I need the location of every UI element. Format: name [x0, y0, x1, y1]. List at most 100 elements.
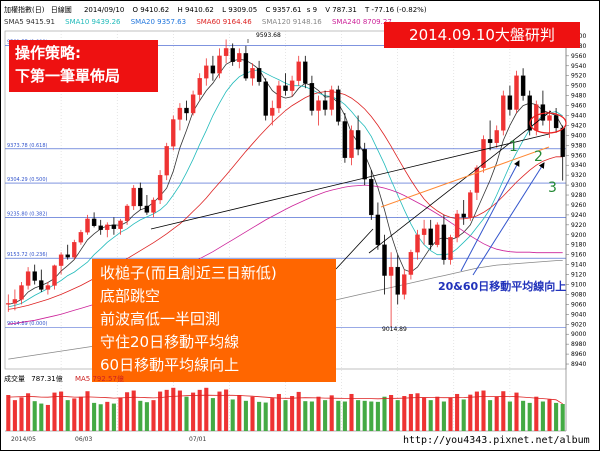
- candle-body: [58, 254, 64, 266]
- ma-legend-sma240: SMA240 8709.27: [331, 18, 392, 26]
- volume-bar: [389, 395, 394, 431]
- volume-bar: [45, 404, 50, 431]
- candle-body: [481, 139, 486, 168]
- retracement-label: 9304.29 (0.500): [7, 177, 48, 183]
- y-tick-label: 9020: [571, 321, 586, 328]
- volume-bar: [197, 389, 202, 431]
- y-tick-label: 9560: [571, 53, 586, 60]
- y-tick-label: 9000: [571, 331, 586, 338]
- header-date: 2014/09/10: [83, 6, 125, 14]
- ma-legend-sma20: SMA20 9357.63: [130, 18, 187, 26]
- header-low: L 9309.05: [222, 6, 258, 14]
- volume-bar: [303, 401, 308, 431]
- volume-bar: [455, 393, 460, 431]
- volume-bar: [342, 401, 347, 431]
- volume-bar: [276, 393, 281, 431]
- volume-bar: [224, 389, 229, 431]
- candle-body: [12, 299, 18, 304]
- ma-legend-sma60: SMA60 9164.46: [196, 18, 252, 26]
- candle-body: [111, 224, 117, 229]
- note-line-3: 前波高低一半回測: [100, 310, 221, 328]
- candle-body: [91, 218, 97, 226]
- volume-bar: [158, 391, 163, 431]
- volume-bar: [26, 393, 31, 431]
- candle-body: [230, 48, 235, 62]
- volume-bar: [362, 400, 367, 431]
- volume-bar: [534, 396, 539, 431]
- candle-body: [560, 127, 565, 157]
- volume-bar: [441, 401, 446, 431]
- x-tick-label: 2014/05: [11, 436, 36, 443]
- y-tick-label: 9180: [571, 242, 586, 249]
- volume-bar: [422, 397, 427, 431]
- retracement-label: 9235.80 (0.382): [7, 211, 48, 217]
- y-tick-label: 9040: [571, 311, 586, 318]
- volume-bar: [554, 402, 559, 431]
- notes-box: 收槌子(而且創近三日新低) 底部跳空 前波高低一半回測 守住20日移動平均線 6…: [92, 259, 336, 382]
- y-tick-label: 9400: [571, 132, 586, 139]
- volume-bar: [283, 400, 288, 431]
- candle-body: [39, 280, 44, 290]
- volume-bar: [65, 400, 70, 431]
- volume-title: 成交量: [4, 375, 25, 383]
- volume-ma: MA5 792.57億: [74, 375, 124, 383]
- note-line-4: 守住20日移動平均線: [100, 333, 240, 351]
- retracement-label: 9014.89 (0.000): [7, 321, 48, 327]
- candle-body: [494, 130, 499, 143]
- volume-bar: [494, 396, 499, 431]
- volume-bar: [415, 393, 420, 431]
- candle-body: [217, 55, 222, 74]
- y-tick-label: 8960: [571, 351, 586, 358]
- header-change: T -77.16 (-0.82%): [365, 6, 427, 14]
- candle-body: [329, 89, 334, 110]
- marker-number-2: 2: [534, 149, 543, 165]
- candle-body: [177, 107, 183, 120]
- volume-bar: [501, 391, 506, 431]
- candle-body: [6, 303, 11, 305]
- y-tick-label: 9380: [571, 142, 586, 149]
- volume-bar: [336, 400, 341, 431]
- y-tick-label: 9080: [571, 291, 586, 298]
- note-line-5: 60日移動平均線向上: [100, 356, 240, 374]
- strategy-line-2: 下第一筆單佈局: [15, 67, 121, 85]
- volume-bar: [316, 396, 321, 431]
- annotation-lines: [150, 39, 567, 276]
- volume-bar: [560, 404, 565, 431]
- candle-body: [85, 218, 90, 233]
- volume-bar: [151, 400, 156, 431]
- candle-body: [342, 121, 348, 158]
- candle-body: [276, 85, 282, 109]
- y-tick-label: 8980: [571, 341, 586, 348]
- volume-bar: [527, 402, 532, 431]
- candle-body: [309, 83, 315, 111]
- guide-arrow-1: [460, 160, 520, 272]
- volume-bar: [125, 392, 130, 431]
- candle-body: [553, 115, 559, 129]
- candle-body: [184, 107, 189, 114]
- volume-bar: [39, 403, 44, 431]
- y-tick-label: 9140: [571, 262, 586, 269]
- candle-body: [501, 95, 506, 131]
- volume-bar: [481, 390, 486, 431]
- low-label: 9014.89: [382, 326, 407, 333]
- volume-bar: [395, 400, 400, 431]
- note-line-2: 底部跳空: [100, 287, 161, 305]
- candle-body: [415, 234, 420, 253]
- candle-body: [382, 244, 387, 276]
- candle-body: [256, 68, 262, 82]
- volume-bar: [547, 399, 552, 431]
- x-tick-label: 07/01: [189, 436, 206, 443]
- y-tick-label: 9460: [571, 103, 586, 110]
- candle-body: [428, 228, 433, 245]
- candle-body: [296, 61, 301, 81]
- candle-body: [19, 285, 24, 300]
- candle-body: [263, 81, 268, 116]
- candle-body: [454, 213, 460, 238]
- marker-number-3: 3: [548, 180, 557, 196]
- volume-bar: [191, 392, 196, 431]
- candle-body: [474, 167, 480, 193]
- ma-legend-sma10: SMA10 9439.26: [65, 18, 121, 26]
- candle-body: [289, 80, 295, 91]
- volume-bar: [19, 397, 24, 431]
- ma-legend-sma120: SMA120 9148.16: [261, 18, 322, 26]
